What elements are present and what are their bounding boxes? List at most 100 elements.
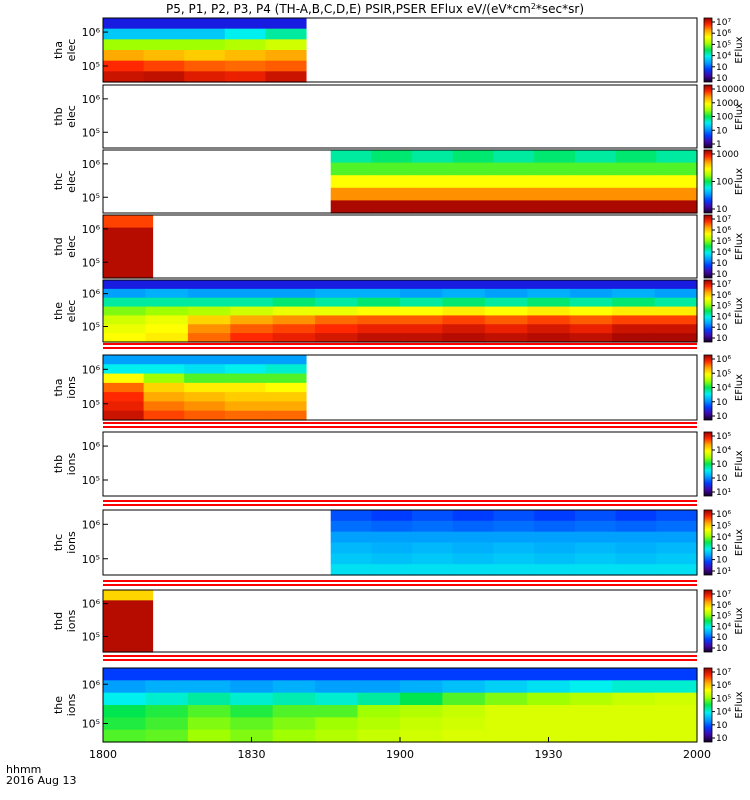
spectrogram-cell	[315, 693, 358, 706]
spectrogram-cell	[184, 355, 225, 365]
panel-probe-label: thc	[52, 534, 65, 551]
colorbar-tick-label: 10⁵	[716, 694, 731, 704]
spectrogram-cell	[103, 280, 146, 289]
spectrogram-cell	[331, 150, 372, 163]
spectrogram-cell	[103, 289, 146, 298]
spectrogram-cell	[103, 374, 144, 384]
colorbar-tick-label: 10⁷	[716, 18, 731, 28]
spectrogram-cell	[656, 543, 697, 554]
spectrogram-cell	[655, 280, 698, 289]
y-tick-label: 10⁵	[82, 398, 100, 411]
spectrogram-cell	[225, 364, 266, 374]
colorbar-label: EFlux	[734, 450, 745, 477]
colorbar-tick-label: 10⁷	[716, 590, 731, 600]
spectrogram-cell	[570, 705, 613, 718]
colorbar-tick-label: 10⁵	[716, 40, 731, 50]
spectrogram-cell	[230, 280, 273, 289]
panel-thd-elec: 10⁶10⁵thd elec10⁷10⁶10⁵10⁴10⁳10⁲EFlux	[52, 215, 745, 280]
spectrogram-cell	[400, 693, 443, 706]
spectrogram-cell	[527, 307, 570, 316]
spectrogram-cell	[273, 333, 316, 342]
spectrogram-cell	[412, 200, 453, 213]
spectrogram-cell	[442, 315, 485, 324]
spectrogram-cell	[273, 680, 316, 693]
spectrogram-cell	[331, 188, 372, 201]
spectrogram-cell	[485, 289, 528, 298]
spectrogram-cell	[144, 355, 185, 365]
colorbar-tick-label: 10⁶	[716, 291, 731, 301]
spectrogram-cell	[103, 693, 146, 706]
spectrogram-cell	[656, 532, 697, 543]
colorbar-tick-label: 10⁶	[716, 29, 731, 39]
spectrogram-cell	[494, 553, 535, 564]
spectrogram-cell	[527, 289, 570, 298]
spectrogram-cell	[612, 298, 655, 307]
spectrogram-cell	[412, 188, 453, 201]
spectrogram-cell	[575, 150, 616, 163]
colorbar-tick-label: 10⁲	[716, 556, 728, 566]
spectrogram-cell	[230, 324, 273, 333]
panel-thb-elec: 10⁶ 10⁵ thb elec 10000 1000 100 10 1 EFlux	[52, 85, 745, 150]
panel-thb-ions: 10⁶10⁵thb ions10⁵10⁴10⁳10⁲10¹EFlux	[52, 432, 745, 498]
colorbar	[704, 668, 712, 742]
spectrogram-cell	[331, 532, 372, 543]
spectrogram-cell	[103, 730, 146, 743]
spectrogram-cell	[103, 29, 144, 40]
spectrogram-cell	[144, 364, 185, 374]
spectrogram-cell	[331, 175, 372, 188]
spectrogram-cell	[188, 717, 231, 730]
spectrogram-cell	[485, 307, 528, 316]
spectrogram-cell	[412, 150, 453, 163]
spectrogram-cell	[442, 280, 485, 289]
spectrogram-cell	[442, 680, 485, 693]
spectrogram-cell	[494, 543, 535, 554]
spectrogram-cell	[103, 621, 153, 632]
spectrogram-cell	[655, 730, 698, 743]
spectrogram-cell	[145, 730, 188, 743]
spectrogram-cell	[453, 510, 494, 521]
y-tick-label: 10⁵	[82, 718, 100, 731]
spectrogram-cell	[225, 39, 266, 50]
spectrogram-cell	[103, 61, 144, 72]
spectrogram-cell	[230, 717, 273, 730]
spectrogram-cell	[184, 39, 225, 50]
panel-probe-label: thb	[52, 107, 65, 125]
spectrogram-cell	[331, 543, 372, 554]
spectrogram-cell	[400, 668, 443, 681]
spectrogram-cell	[265, 39, 306, 50]
spectrogram-cell	[656, 163, 697, 176]
colorbar-tick-label: 10⁶	[716, 355, 731, 365]
spectrogram-cell	[570, 307, 613, 316]
colorbar-tick-label: 10⁳	[716, 460, 728, 470]
spectrogram-cell	[103, 265, 153, 278]
colorbar-tick-label: 10⁶	[716, 510, 731, 520]
spectrogram-cell	[273, 315, 316, 324]
spectrogram-cell	[188, 693, 231, 706]
spectrogram-cell	[453, 175, 494, 188]
colorbar-tick-label: 10⁵	[716, 237, 731, 247]
spectrogram-cell	[103, 50, 144, 61]
x-tick-label: 2000	[683, 748, 711, 761]
spectrogram-cell	[273, 324, 316, 333]
spectrogram-cell	[442, 717, 485, 730]
spectrogram-cell	[612, 280, 655, 289]
spectrogram-cell	[315, 717, 358, 730]
spectrogram-cell	[144, 374, 185, 384]
spectrogram-cell	[358, 693, 401, 706]
spectrogram-cell	[570, 680, 613, 693]
panel-probe-label: thd	[52, 237, 65, 255]
spectrogram-cell	[145, 289, 188, 298]
y-tick-label: 10⁵	[82, 553, 100, 566]
spectrogram-cell	[225, 61, 266, 72]
status-bar	[103, 347, 697, 349]
spectrogram-cell	[612, 680, 655, 693]
spectrogram-cell	[188, 298, 231, 307]
spectrogram-cell	[145, 280, 188, 289]
spectrogram-cell	[442, 668, 485, 681]
colorbar-label: EFlux	[734, 233, 745, 260]
panel-frame	[103, 85, 697, 148]
spectrogram-cell	[527, 668, 570, 681]
spectrogram-cell	[494, 564, 535, 575]
y-tick-label: 10⁶	[82, 678, 101, 691]
panel-probe-label: the	[52, 696, 65, 714]
